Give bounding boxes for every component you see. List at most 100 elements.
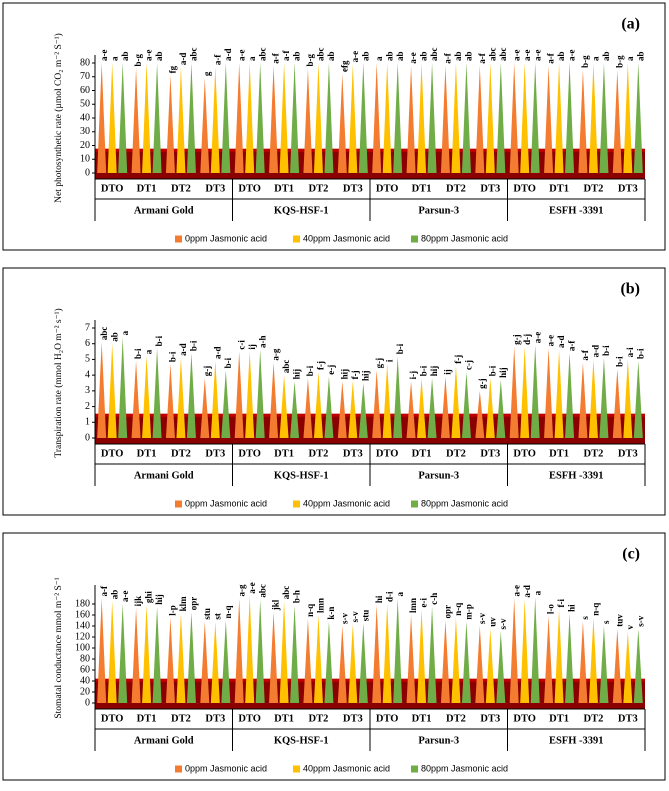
cone-bar <box>324 376 334 438</box>
significance-label: m-p <box>464 604 474 620</box>
cone-bar <box>165 364 175 438</box>
significance-label: a <box>532 590 542 595</box>
cone-bar <box>578 69 588 173</box>
cone-bar <box>372 63 382 173</box>
x-tick-label: DTO <box>513 183 536 194</box>
cone-bar <box>633 361 643 438</box>
cone-bar <box>210 621 220 703</box>
significance-label: a-d <box>556 335 566 348</box>
group-label: KQS-HSF-1 <box>274 735 329 746</box>
significance-label: abc <box>281 360 291 374</box>
cone-bar <box>578 621 588 703</box>
cone-bar <box>200 621 210 703</box>
cone-bar <box>440 620 450 703</box>
group-label: Parsun-3 <box>418 205 459 216</box>
significance-label: a-e <box>247 582 257 594</box>
panel-label: (c) <box>622 546 640 563</box>
significance-label: jkl <box>271 599 281 611</box>
significance-label: g-j <box>374 358 384 369</box>
significance-label: a-e <box>408 52 418 64</box>
panel-frame <box>2 267 666 516</box>
significance-label: abc <box>487 47 497 61</box>
cone-bar <box>200 78 210 173</box>
significance-label: g-j <box>477 378 487 389</box>
significance-label: a-e <box>511 50 521 62</box>
significance-label: ij <box>443 369 453 375</box>
significance-label: n-q <box>453 603 463 616</box>
significance-label: s <box>601 620 611 624</box>
cone-bar <box>118 63 128 173</box>
legend-swatch <box>293 500 300 508</box>
x-tick-label: DT3 <box>343 713 363 724</box>
cone-bar <box>200 378 210 438</box>
significance-label: abc <box>498 47 508 61</box>
cone-bar <box>393 356 403 438</box>
cone-bar <box>599 357 609 438</box>
cone-bar <box>348 381 358 438</box>
x-tick-label: DT2 <box>309 713 329 724</box>
x-tick-label: DTO <box>238 448 261 459</box>
significance-label: a-f <box>443 52 453 63</box>
significance-label: b-h <box>292 590 302 603</box>
cone-bar <box>530 63 540 173</box>
y-tick-label: 3 <box>85 385 90 396</box>
y-axis-label: Transpiration rate (mmol H₂O m⁻² s⁻¹) <box>53 308 64 457</box>
cone-bar <box>417 63 427 173</box>
significance-label: hij <box>339 369 349 380</box>
significance-label: stu <box>202 608 212 620</box>
cone-bar <box>234 598 244 703</box>
significance-label: b-i <box>635 348 645 359</box>
significance-label: opr <box>189 597 199 611</box>
significance-label: ab <box>360 51 370 61</box>
significance-label: c-h <box>429 593 439 605</box>
cone-bar <box>496 379 506 438</box>
panel-frame <box>2 2 666 251</box>
cone-bar <box>623 631 633 703</box>
cone-bar <box>612 368 622 438</box>
cone-bar <box>393 63 403 173</box>
cone-bar <box>633 628 643 703</box>
cone-bar <box>358 383 368 438</box>
cone-bar <box>406 65 416 173</box>
cone-bar <box>186 353 196 438</box>
significance-label: k-n <box>326 607 336 620</box>
significance-label: abc <box>429 47 439 61</box>
significance-label: hi <box>374 595 384 603</box>
significance-label: s <box>580 616 590 620</box>
cone-bar <box>131 68 141 173</box>
significance-label: a-e <box>144 50 154 62</box>
cone-bar <box>427 63 437 173</box>
cone-bar <box>303 378 313 438</box>
y-tick-label: 180 <box>75 598 90 609</box>
significance-label: a-i <box>625 347 635 357</box>
significance-label: hij <box>292 369 302 380</box>
significance-label: ab <box>556 51 566 61</box>
x-tick-label: DTO <box>376 448 399 459</box>
y-tick-label: 6 <box>85 338 90 349</box>
y-tick-label: 160 <box>75 609 90 620</box>
significance-label: ab <box>453 51 463 61</box>
cone-bar <box>509 598 519 703</box>
cone-bar <box>131 361 141 438</box>
y-tick-label: 100 <box>75 642 90 653</box>
y-tick-label: 40 <box>80 675 90 686</box>
significance-label: abc <box>257 47 267 61</box>
cone-bar <box>97 598 107 703</box>
cone-bar <box>565 613 575 703</box>
cone-bar <box>245 63 255 173</box>
group-label: ESFH -3391 <box>549 205 604 216</box>
legend-label: 40ppm Jasmonic acid <box>303 763 390 773</box>
cone-bar <box>554 350 564 438</box>
y-tick-label: 0 <box>85 167 90 178</box>
significance-label: efg <box>339 60 349 72</box>
cone-bar <box>461 63 471 173</box>
cone-bar <box>348 624 358 703</box>
x-tick-label: DT2 <box>171 448 191 459</box>
y-tick-label: 120 <box>75 631 90 642</box>
group-label: ESFH -3391 <box>549 470 604 481</box>
x-tick-label: DT3 <box>618 713 638 724</box>
cone-bar <box>612 628 622 703</box>
cone-bar <box>485 378 495 438</box>
significance-label: a-f <box>212 54 222 65</box>
